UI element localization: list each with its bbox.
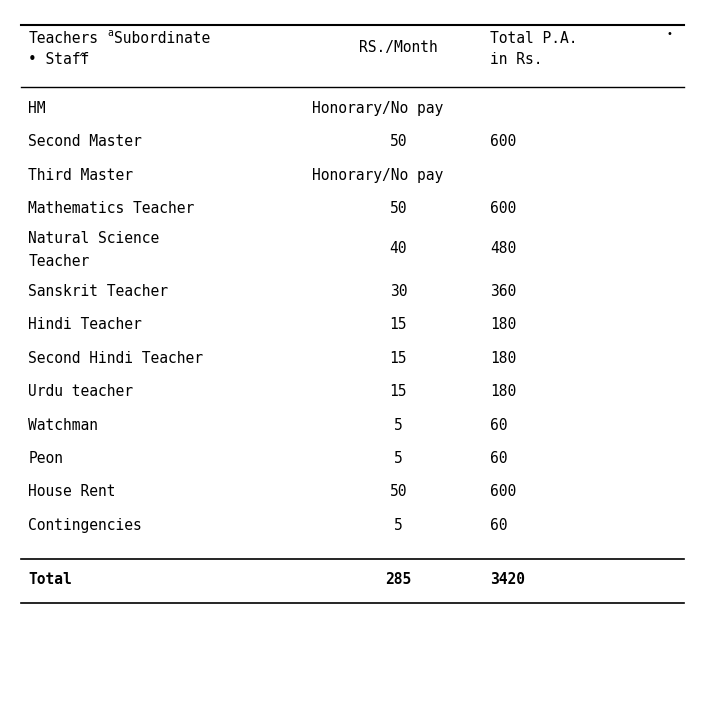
Text: RS./Month: RS./Month bbox=[359, 40, 438, 55]
Text: Mathematics Teacher: Mathematics Teacher bbox=[28, 201, 195, 216]
Text: Honorary/No pay: Honorary/No pay bbox=[312, 101, 443, 116]
Text: 30: 30 bbox=[390, 284, 407, 299]
Text: 15: 15 bbox=[390, 384, 407, 399]
Text: Honorary/No pay: Honorary/No pay bbox=[312, 168, 443, 183]
Text: 50: 50 bbox=[390, 201, 407, 216]
Text: 40: 40 bbox=[390, 241, 407, 256]
Text: Hindi Teacher: Hindi Teacher bbox=[28, 317, 142, 333]
Text: 180: 180 bbox=[490, 384, 516, 399]
Text: in Rs.: in Rs. bbox=[490, 52, 542, 67]
Text: •: • bbox=[667, 29, 673, 39]
Text: 285: 285 bbox=[385, 572, 412, 587]
Text: 15: 15 bbox=[390, 351, 407, 366]
Text: Second Hindi Teacher: Second Hindi Teacher bbox=[28, 351, 203, 366]
Text: 600: 600 bbox=[490, 134, 516, 150]
Text: Third Master: Third Master bbox=[28, 168, 133, 183]
Text: 600: 600 bbox=[490, 484, 516, 499]
Text: Watchman: Watchman bbox=[28, 417, 98, 433]
Text: Natural Science: Natural Science bbox=[28, 232, 159, 246]
Text: 60: 60 bbox=[490, 518, 508, 533]
Text: House Rent: House Rent bbox=[28, 484, 116, 499]
Text: Total P.A.: Total P.A. bbox=[490, 31, 577, 46]
Text: 60: 60 bbox=[490, 417, 508, 433]
Text: 3420: 3420 bbox=[490, 572, 525, 587]
Text: 360: 360 bbox=[490, 284, 516, 299]
Text: 50: 50 bbox=[390, 134, 407, 150]
Text: Teacher: Teacher bbox=[28, 254, 90, 269]
Text: HM: HM bbox=[28, 101, 46, 116]
Text: Peon: Peon bbox=[28, 451, 63, 466]
Text: Total: Total bbox=[28, 572, 72, 587]
Text: 480: 480 bbox=[490, 241, 516, 256]
Text: 5: 5 bbox=[394, 417, 403, 433]
Text: 60: 60 bbox=[490, 451, 508, 466]
Text: 5: 5 bbox=[394, 518, 403, 533]
Text: 15: 15 bbox=[390, 317, 407, 333]
Text: Subordinate: Subordinate bbox=[114, 31, 211, 46]
Text: 180: 180 bbox=[490, 317, 516, 333]
Text: Teachers: Teachers bbox=[28, 31, 98, 46]
Text: 5: 5 bbox=[394, 451, 403, 466]
Text: 600: 600 bbox=[490, 201, 516, 216]
Text: 50: 50 bbox=[390, 484, 407, 499]
Text: ^: ^ bbox=[79, 52, 87, 65]
Text: Sanskrit Teacher: Sanskrit Teacher bbox=[28, 284, 168, 299]
Text: Contingencies: Contingencies bbox=[28, 518, 142, 533]
Text: Second Master: Second Master bbox=[28, 134, 142, 150]
Text: a: a bbox=[107, 28, 113, 38]
Text: 180: 180 bbox=[490, 351, 516, 366]
Text: Urdu teacher: Urdu teacher bbox=[28, 384, 133, 399]
Text: • Staff: • Staff bbox=[28, 52, 90, 67]
